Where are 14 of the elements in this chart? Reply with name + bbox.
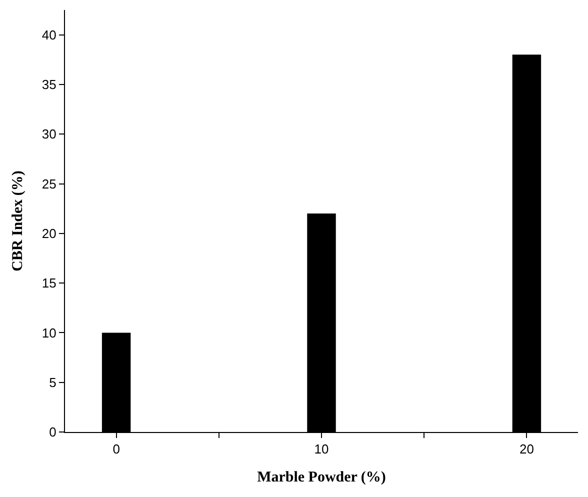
y-tick-label: 25 [42,176,56,192]
x-tick-label: 0 [112,442,120,457]
y-tick-label: 5 [49,374,56,390]
y-tick-label: 30 [42,126,56,142]
x-tick-label: 10 [314,442,329,457]
y-tick-label: 40 [42,27,56,42]
x-tick-label: 20 [519,442,534,457]
y-axis-title: CBR Index (%) [10,170,26,272]
y-tick-label: 0 [49,424,56,440]
x-axis-title: Marble Powder (%) [257,470,386,486]
y-tick-label: 20 [42,226,56,241]
y-tick-label: 15 [42,276,56,291]
y-tick-label: 10 [42,325,56,340]
y-tick-label: 35 [42,77,56,92]
